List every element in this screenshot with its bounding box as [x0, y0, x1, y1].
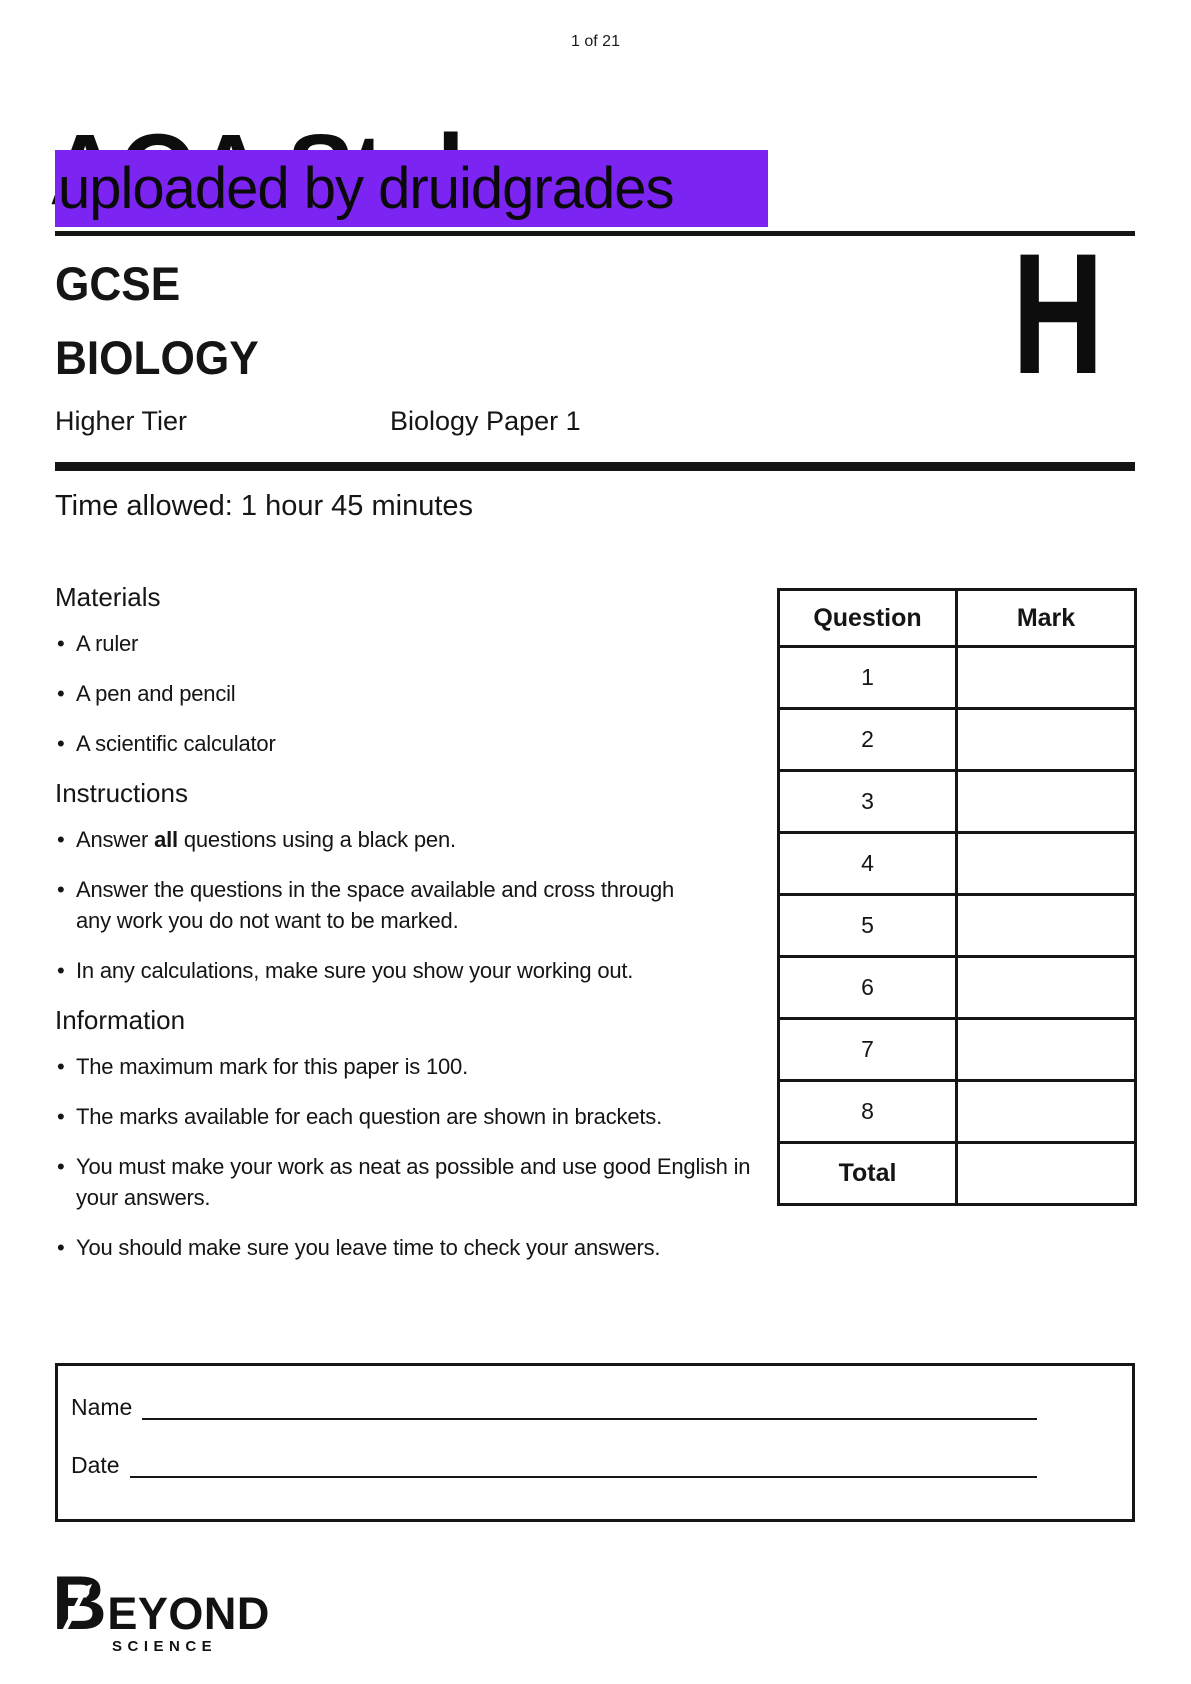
cover-details-column: Materials A ruler A pen and pencil A sci…: [55, 578, 755, 1282]
candidate-details-box: Name Date: [55, 1363, 1135, 1522]
list-item: The marks available for each question ar…: [55, 1101, 755, 1132]
instruction-text: Answer: [76, 827, 155, 852]
divider-header: [55, 462, 1135, 471]
divider-top: [55, 231, 1135, 236]
list-item: You must make your work as neat as possi…: [55, 1151, 755, 1213]
date-fill-line: [129, 1450, 1037, 1478]
mark-cell: [955, 955, 1137, 1020]
name-row: Name: [71, 1388, 1037, 1420]
list-item: A ruler: [55, 628, 755, 659]
higher-tier-letter: H: [1012, 218, 1104, 410]
table-row: 5: [777, 893, 1137, 958]
mark-cell: [955, 831, 1137, 896]
logo-wordmark: BEYOND: [52, 1561, 270, 1646]
mark-cell: [955, 707, 1137, 772]
list-item: A scientific calculator: [55, 728, 755, 759]
beyond-science-logo: BEYOND SCIENCE: [52, 1561, 282, 1655]
list-item: Answer all questions using a black pen.: [55, 824, 755, 855]
time-allowed: Time allowed: 1 hour 45 minutes: [55, 490, 474, 522]
mark-cell: [955, 645, 1137, 710]
information-list: The maximum mark for this paper is 100. …: [55, 1051, 755, 1263]
table-row: 1: [777, 645, 1137, 710]
table-row: 6: [777, 955, 1137, 1020]
mark-cell: [955, 1017, 1137, 1082]
instruction-text: questions using a black pen.: [177, 827, 456, 852]
mark-column-header: Mark: [955, 588, 1137, 648]
list-item: Answer the questions in the space availa…: [55, 874, 675, 936]
table-row: 2: [777, 707, 1137, 772]
date-row: Date: [71, 1446, 1037, 1478]
mark-cell: [955, 769, 1137, 834]
materials-heading: Materials: [55, 582, 161, 612]
list-item: In any calculations, make sure you show …: [55, 955, 755, 986]
instructions-heading: Instructions: [55, 778, 188, 808]
table-header-row: Question Mark: [777, 588, 1137, 648]
uploader-banner-text: uploaded by druidgrades: [58, 155, 674, 221]
marks-table: Question Mark 1 2 3 4 5 6 7 8 Total: [777, 588, 1137, 1206]
instructions-list: Answer all questions using a black pen. …: [55, 824, 755, 986]
table-row: 4: [777, 831, 1137, 896]
question-number-cell: 6: [777, 955, 958, 1020]
table-total-row: Total: [777, 1141, 1137, 1206]
date-label: Date: [71, 1451, 120, 1478]
name-label: Name: [71, 1393, 133, 1420]
mark-cell: [955, 1079, 1137, 1144]
list-item: The maximum mark for this paper is 100.: [55, 1051, 755, 1082]
logo-subtext: SCIENCE: [112, 1638, 218, 1655]
materials-list: A ruler A pen and pencil A scientific ca…: [55, 628, 755, 759]
table-row: 8: [777, 1079, 1137, 1144]
question-number-cell: 8: [777, 1079, 958, 1144]
name-fill-line: [142, 1392, 1037, 1420]
list-item: A pen and pencil: [55, 678, 755, 709]
subject-title: BIOLOGY: [55, 331, 259, 384]
total-mark-cell: [955, 1141, 1137, 1206]
uploader-banner: uploaded by druidgrades: [55, 150, 768, 227]
list-item: You should make sure you leave time to c…: [55, 1232, 755, 1263]
paper-label: Biology Paper 1: [390, 406, 581, 436]
question-number-cell: 1: [777, 645, 958, 710]
question-column-header: Question: [777, 588, 958, 648]
mark-cell: [955, 893, 1137, 958]
page-number: 1 of 21: [571, 33, 620, 50]
question-number-cell: 5: [777, 893, 958, 958]
question-number-cell: 2: [777, 707, 958, 772]
instruction-bold-text: all: [154, 827, 178, 852]
question-number-cell: 4: [777, 831, 958, 896]
information-heading: Information: [55, 1005, 186, 1035]
table-row: 3: [777, 769, 1137, 834]
question-number-cell: 7: [777, 1017, 958, 1082]
tier-label: Higher Tier: [55, 406, 188, 436]
question-number-cell: 3: [777, 769, 958, 834]
qualification-title: GCSE: [55, 257, 181, 310]
total-label-cell: Total: [777, 1141, 958, 1206]
table-row: 7: [777, 1017, 1137, 1082]
